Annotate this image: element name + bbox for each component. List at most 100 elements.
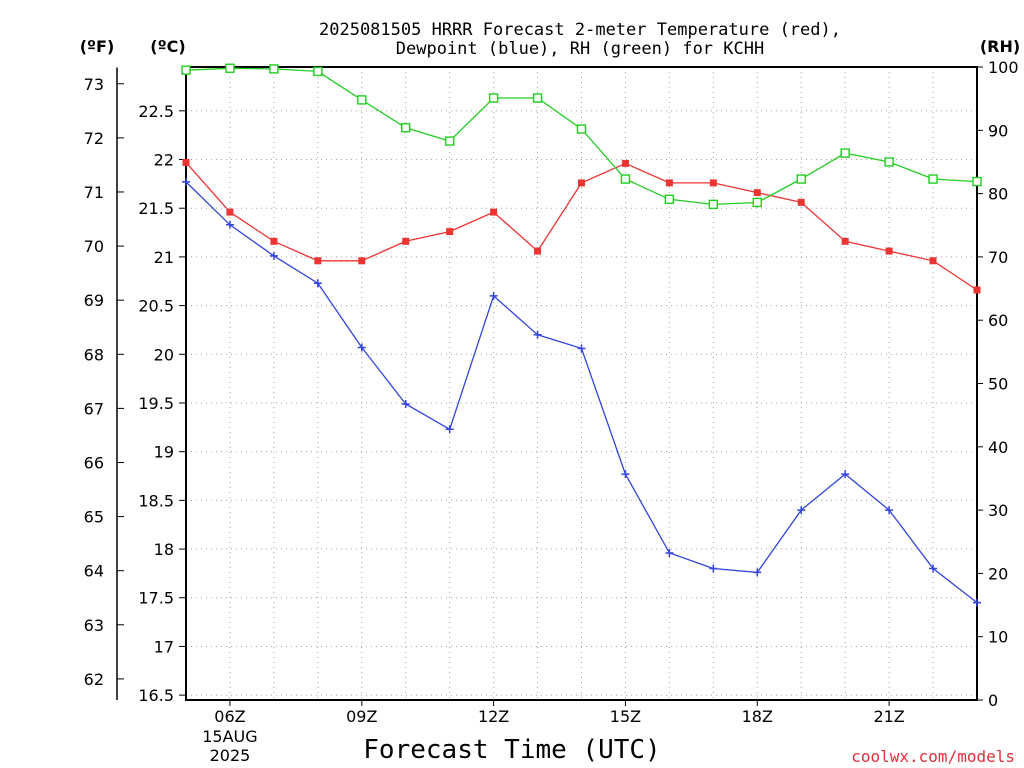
temperature-point [929, 257, 937, 265]
plot-frame [185, 66, 978, 701]
fahrenheit-tick-label: 73 [84, 75, 104, 94]
temperature-point [358, 257, 366, 265]
dewpoint-point [973, 598, 981, 607]
relative-humidity-point [840, 148, 850, 158]
fahrenheit-tick-label: 68 [84, 345, 104, 364]
fahrenheit-tick-label: 69 [84, 291, 104, 310]
chart-title-line-1: 2025081505 HRRR Forecast 2-meter Tempera… [319, 20, 841, 40]
fahrenheit-tick-label: 70 [84, 237, 104, 256]
temperature-point [665, 179, 673, 187]
rh-tick-label: 30 [988, 501, 1008, 520]
temperature-point [753, 189, 761, 197]
x-tick-year-label: 2025 [210, 746, 251, 765]
temperature-point [402, 237, 410, 245]
dewpoint-point [225, 220, 234, 229]
rh-unit-label: (RH) [980, 37, 1020, 56]
x-axis-title: Forecast Time (UTC) [363, 735, 660, 765]
rh-tick-label: 80 [988, 185, 1008, 204]
dewpoint-point [489, 291, 498, 300]
dewpoint-point [401, 399, 410, 408]
celsius-tick-label: 18 [154, 540, 174, 559]
relative-humidity-point [225, 63, 235, 73]
temperature-point [973, 286, 981, 294]
celsius-tick-label: 20 [154, 345, 174, 364]
relative-humidity-point [532, 93, 543, 103]
rh-tick-label: 50 [988, 375, 1008, 394]
celsius-tick-label: 19 [154, 443, 174, 462]
temperature-point [270, 237, 278, 245]
relative-humidity-point [181, 65, 191, 75]
temperature-point [446, 228, 454, 236]
fahrenheit-tick-label: 65 [84, 508, 104, 527]
celsius-tick-label: 17 [154, 637, 174, 656]
rh-tick-label: 90 [988, 121, 1008, 140]
temperature-point [797, 198, 805, 206]
dewpoint-point [929, 564, 938, 573]
dewpoint-point [182, 177, 190, 186]
dewpoint-point [885, 506, 894, 515]
grid-layer [186, 67, 977, 700]
celsius-tick-label: 22.5 [138, 102, 174, 121]
dewpoint-point [841, 470, 850, 479]
rh-tick-label: 60 [988, 311, 1008, 330]
x-tick-label: 06Z [214, 707, 245, 726]
x-tick-label: 09Z [346, 707, 377, 726]
temperature-point [621, 159, 629, 167]
celsius-tick-label: 21 [154, 248, 174, 267]
temperature-point [841, 237, 849, 245]
dewpoint-point [445, 425, 454, 434]
relative-humidity-series [181, 63, 982, 210]
x-tick-date-label: 15AUG [202, 727, 257, 746]
relative-humidity-point [357, 95, 367, 105]
relative-humidity-point [444, 136, 455, 146]
rh-tick-label: 100 [988, 58, 1019, 77]
fahrenheit-tick-label: 64 [84, 562, 104, 581]
axes-layer: 16.5 17 17.5 18 18.5 19 19.5 20 20.5 21 21.5 22 22.5… [84, 58, 1019, 765]
relative-humidity-point [313, 66, 323, 77]
chart-title-line-2: Dewpoint (blue), RH (green) for KCHH [396, 39, 764, 59]
celsius-tick-label: 20.5 [138, 297, 174, 316]
celsius-tick-label: 21.5 [138, 199, 174, 218]
relative-humidity-point [488, 93, 499, 103]
dewpoint-point [533, 330, 542, 339]
dewpoint-series [182, 177, 981, 607]
fahrenheit-tick-label: 67 [84, 399, 104, 418]
temperature-series [182, 158, 981, 294]
temperature-point [226, 208, 234, 216]
celsius-unit-label: (ºC) [150, 37, 185, 56]
temperature-point [490, 208, 498, 216]
rh-tick-label: 70 [988, 248, 1008, 267]
celsius-tick-label: 16.5 [138, 686, 174, 705]
celsius-tick-label: 18.5 [138, 491, 174, 510]
temperature-point [314, 257, 322, 265]
dewpoint-point [313, 279, 322, 288]
dewpoint-point [753, 568, 762, 577]
relative-humidity-point [928, 174, 938, 184]
relative-humidity-point [752, 197, 762, 208]
credit-text: coolwx.com/models [851, 747, 1015, 766]
celsius-tick-label: 22 [154, 151, 174, 170]
dewpoint-point [797, 506, 806, 515]
dewpoint-point [269, 251, 278, 260]
rh-tick-label: 10 [988, 628, 1008, 647]
relative-humidity-point [884, 157, 894, 167]
x-tick-label: 21Z [873, 707, 904, 726]
x-tick-label: 12Z [478, 707, 509, 726]
series-layer [181, 63, 982, 607]
relative-humidity-point [708, 199, 719, 210]
temperature-point [534, 247, 542, 255]
relative-humidity-point [576, 124, 587, 134]
relative-humidity-point [664, 194, 675, 204]
dewpoint-point [621, 470, 630, 479]
fahrenheit-tick-label: 63 [84, 616, 104, 635]
temperature-point [885, 247, 893, 255]
temperature-point [182, 158, 190, 166]
relative-humidity-point [620, 174, 631, 184]
celsius-tick-label: 19.5 [138, 394, 174, 413]
dewpoint-point [577, 344, 586, 353]
rh-tick-label: 0 [988, 691, 998, 710]
celsius-tick-label: 17.5 [138, 589, 174, 608]
x-tick-label: 15Z [610, 707, 641, 726]
fahrenheit-tick-label: 72 [84, 129, 104, 148]
